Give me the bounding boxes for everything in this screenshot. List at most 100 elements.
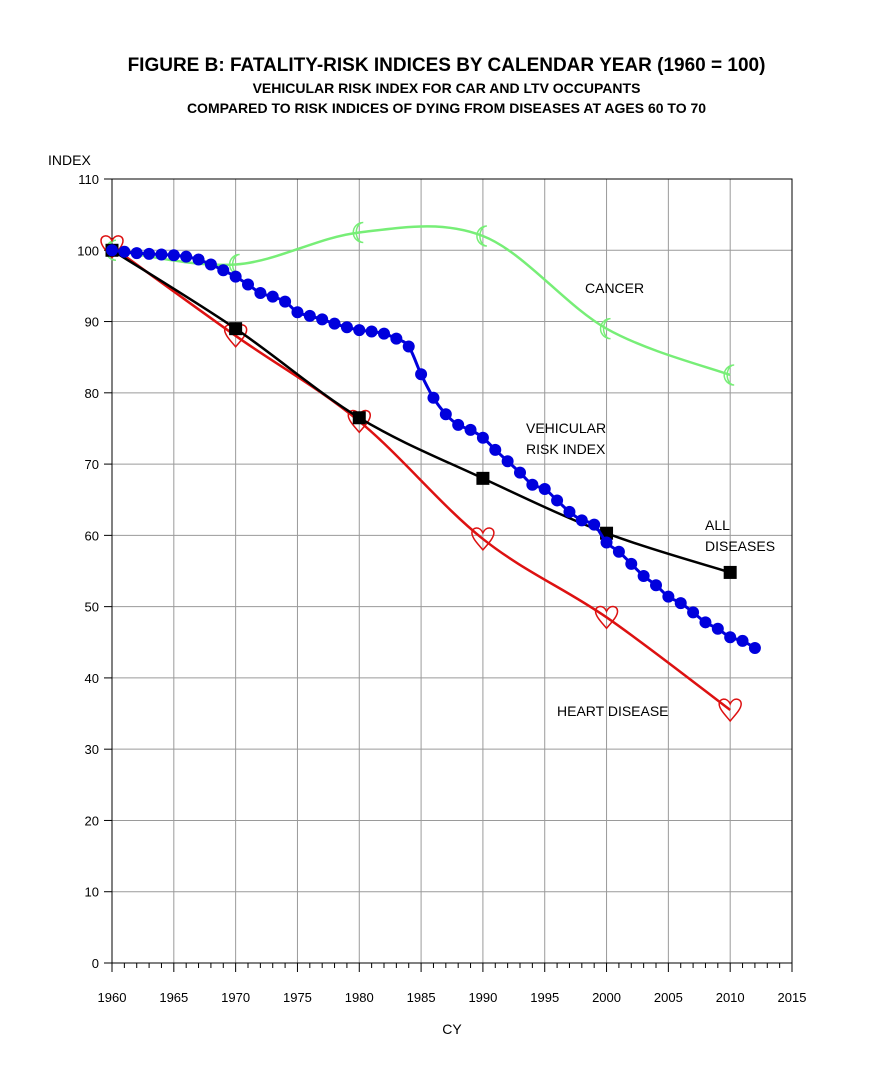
data-point-vehicular-risk-index-1969 [217, 264, 230, 277]
data-point-vehicular-risk-index-1986 [427, 391, 440, 404]
y-tick-label-90: 90 [85, 315, 99, 330]
data-point-vehicular-risk-index-1992 [501, 455, 514, 468]
y-tick-label-110: 110 [78, 172, 99, 187]
x-tick-label-1965: 1965 [159, 990, 188, 1005]
series-line-all-diseases [111, 249, 731, 574]
data-point-vehicular-risk-index-1982 [378, 327, 390, 340]
data-point-vehicular-risk-index-1987 [439, 408, 452, 421]
data-point-vehicular-risk-index-1990 [476, 431, 489, 444]
series-vehicular-risk-index [106, 244, 761, 654]
x-tick-label-1990: 1990 [468, 990, 497, 1005]
data-point-vehicular-risk-index-1975 [291, 306, 304, 319]
data-point-vehicular-risk-index-2002 [625, 557, 638, 570]
data-point-heart-disease-2000 [594, 605, 619, 630]
data-point-vehicular-risk-index-1980 [353, 324, 366, 337]
data-point-all-diseases-1970 [229, 322, 243, 336]
data-point-vehicular-risk-index-2007 [687, 606, 700, 619]
data-point-heart-disease-1960 [100, 235, 124, 259]
x-tick-label-1960: 1960 [98, 990, 127, 1005]
data-point-vehicular-risk-index-2005 [662, 590, 675, 603]
chart-title: FIGURE B: FATALITY-RISK INDICES BY CALEN… [127, 55, 766, 76]
x-tick-label-2015: 2015 [778, 990, 807, 1005]
x-tick-label-1970: 1970 [221, 990, 250, 1005]
series-heart-disease [100, 235, 742, 723]
data-point-vehicular-risk-index-1989 [464, 423, 477, 436]
data-point-vehicular-risk-index-1962 [130, 247, 143, 260]
series [100, 221, 761, 723]
data-point-vehicular-risk-index-1970 [229, 270, 242, 283]
x-tick-label-2000: 2000 [592, 990, 621, 1005]
data-point-vehicular-risk-index-1979 [340, 321, 353, 334]
x-tick-label-1995: 1995 [530, 990, 559, 1005]
data-point-vehicular-risk-index-1973 [266, 290, 279, 303]
data-point-vehicular-risk-index-1995 [538, 483, 551, 496]
y-tick-label-0: 0 [92, 956, 99, 971]
y-tick-label-40: 40 [85, 671, 99, 686]
y-tick-label-20: 20 [85, 813, 99, 828]
y-tick-label-80: 80 [85, 386, 99, 401]
data-point-vehicular-risk-index-1977 [316, 313, 329, 326]
data-point-vehicular-risk-index-1972 [254, 287, 267, 300]
data-point-vehicular-risk-index-1988 [452, 418, 465, 431]
plot-frame [111, 178, 793, 964]
y-tick-label-30: 30 [85, 742, 99, 757]
data-point-vehicular-risk-index-2009 [711, 622, 724, 635]
annotation-all-diseases-line-2: DISEASES [705, 538, 775, 554]
data-point-vehicular-risk-index-1967 [192, 253, 205, 266]
data-point-all-diseases-1990 [476, 471, 490, 485]
data-point-cancer-1990 [476, 225, 488, 247]
annotation-cancer: CANCER [585, 280, 644, 296]
data-point-vehicular-risk-index-1960 [106, 244, 118, 257]
data-point-vehicular-risk-index-2012 [748, 641, 761, 654]
data-point-vehicular-risk-index-1996 [551, 494, 564, 507]
data-point-vehicular-risk-index-2011 [736, 634, 749, 647]
x-axis-label: CY [442, 1021, 462, 1037]
y-tick-label-100: 100 [77, 243, 99, 258]
annotation-heart-disease: HEART DISEASE [557, 703, 669, 719]
data-point-vehicular-risk-index-2010 [724, 631, 737, 644]
data-point-vehicular-risk-index-1966 [180, 250, 193, 263]
annotation-vehicular-line-2: RISK INDEX [526, 441, 606, 457]
data-point-vehicular-risk-index-1978 [328, 317, 341, 330]
x-tick-label-2010: 2010 [716, 990, 745, 1005]
data-point-vehicular-risk-index-1993 [514, 466, 526, 479]
data-point-vehicular-risk-index-2008 [699, 616, 712, 629]
y-axis-label: INDEX [48, 152, 91, 168]
data-point-heart-disease-2010 [718, 698, 742, 723]
data-point-vehicular-risk-index-1985 [415, 368, 428, 381]
data-point-vehicular-risk-index-1964 [155, 248, 168, 261]
data-point-all-diseases-1980 [352, 411, 366, 425]
data-point-vehicular-risk-index-2003 [637, 569, 650, 582]
series-line-heart-disease [111, 245, 731, 711]
data-point-vehicular-risk-index-1983 [390, 332, 403, 345]
chart-subtitle-line-1: VEHICULAR RISK INDEX FOR CAR AND LTV OCC… [252, 80, 641, 96]
x-tick-label-2005: 2005 [654, 990, 683, 1005]
data-point-vehicular-risk-index-1994 [526, 478, 539, 491]
data-point-vehicular-risk-index-1998 [575, 514, 588, 527]
data-point-vehicular-risk-index-1981 [365, 325, 378, 338]
data-point-vehicular-risk-index-1965 [167, 249, 180, 262]
x-tick-label-1975: 1975 [283, 990, 312, 1005]
x-tick-label-1985: 1985 [407, 990, 436, 1005]
data-point-all-diseases-2010 [723, 565, 737, 579]
data-point-vehicular-risk-index-1991 [489, 443, 502, 456]
x-tick-label-1980: 1980 [345, 990, 374, 1005]
data-point-vehicular-risk-index-2000 [600, 536, 613, 549]
data-point-vehicular-risk-index-2004 [650, 579, 662, 592]
axes: 1960 1965 1970 1975 1980 1985 1990 1995 2000 2005… [77, 172, 806, 1005]
data-point-heart-disease-1990 [471, 527, 495, 552]
y-tick-label-70: 70 [85, 457, 99, 472]
series-cancer [105, 221, 735, 386]
chart-subtitle-line-2: COMPARED TO RISK INDICES OF DYING FROM D… [186, 100, 707, 116]
data-point-vehicular-risk-index-2001 [612, 545, 625, 558]
y-tick-label-50: 50 [85, 600, 99, 615]
annotation-all-diseases-line-1: ALL [705, 517, 730, 533]
data-point-vehicular-risk-index-1963 [143, 247, 156, 260]
data-point-vehicular-risk-index-1999 [588, 518, 601, 531]
data-point-vehicular-risk-index-1984 [402, 340, 415, 353]
data-point-cancer-2000 [599, 317, 611, 340]
annotation-vehicular-line-1: VEHICULAR [526, 420, 606, 436]
data-point-vehicular-risk-index-1971 [242, 278, 254, 291]
data-point-vehicular-risk-index-2006 [674, 597, 687, 610]
